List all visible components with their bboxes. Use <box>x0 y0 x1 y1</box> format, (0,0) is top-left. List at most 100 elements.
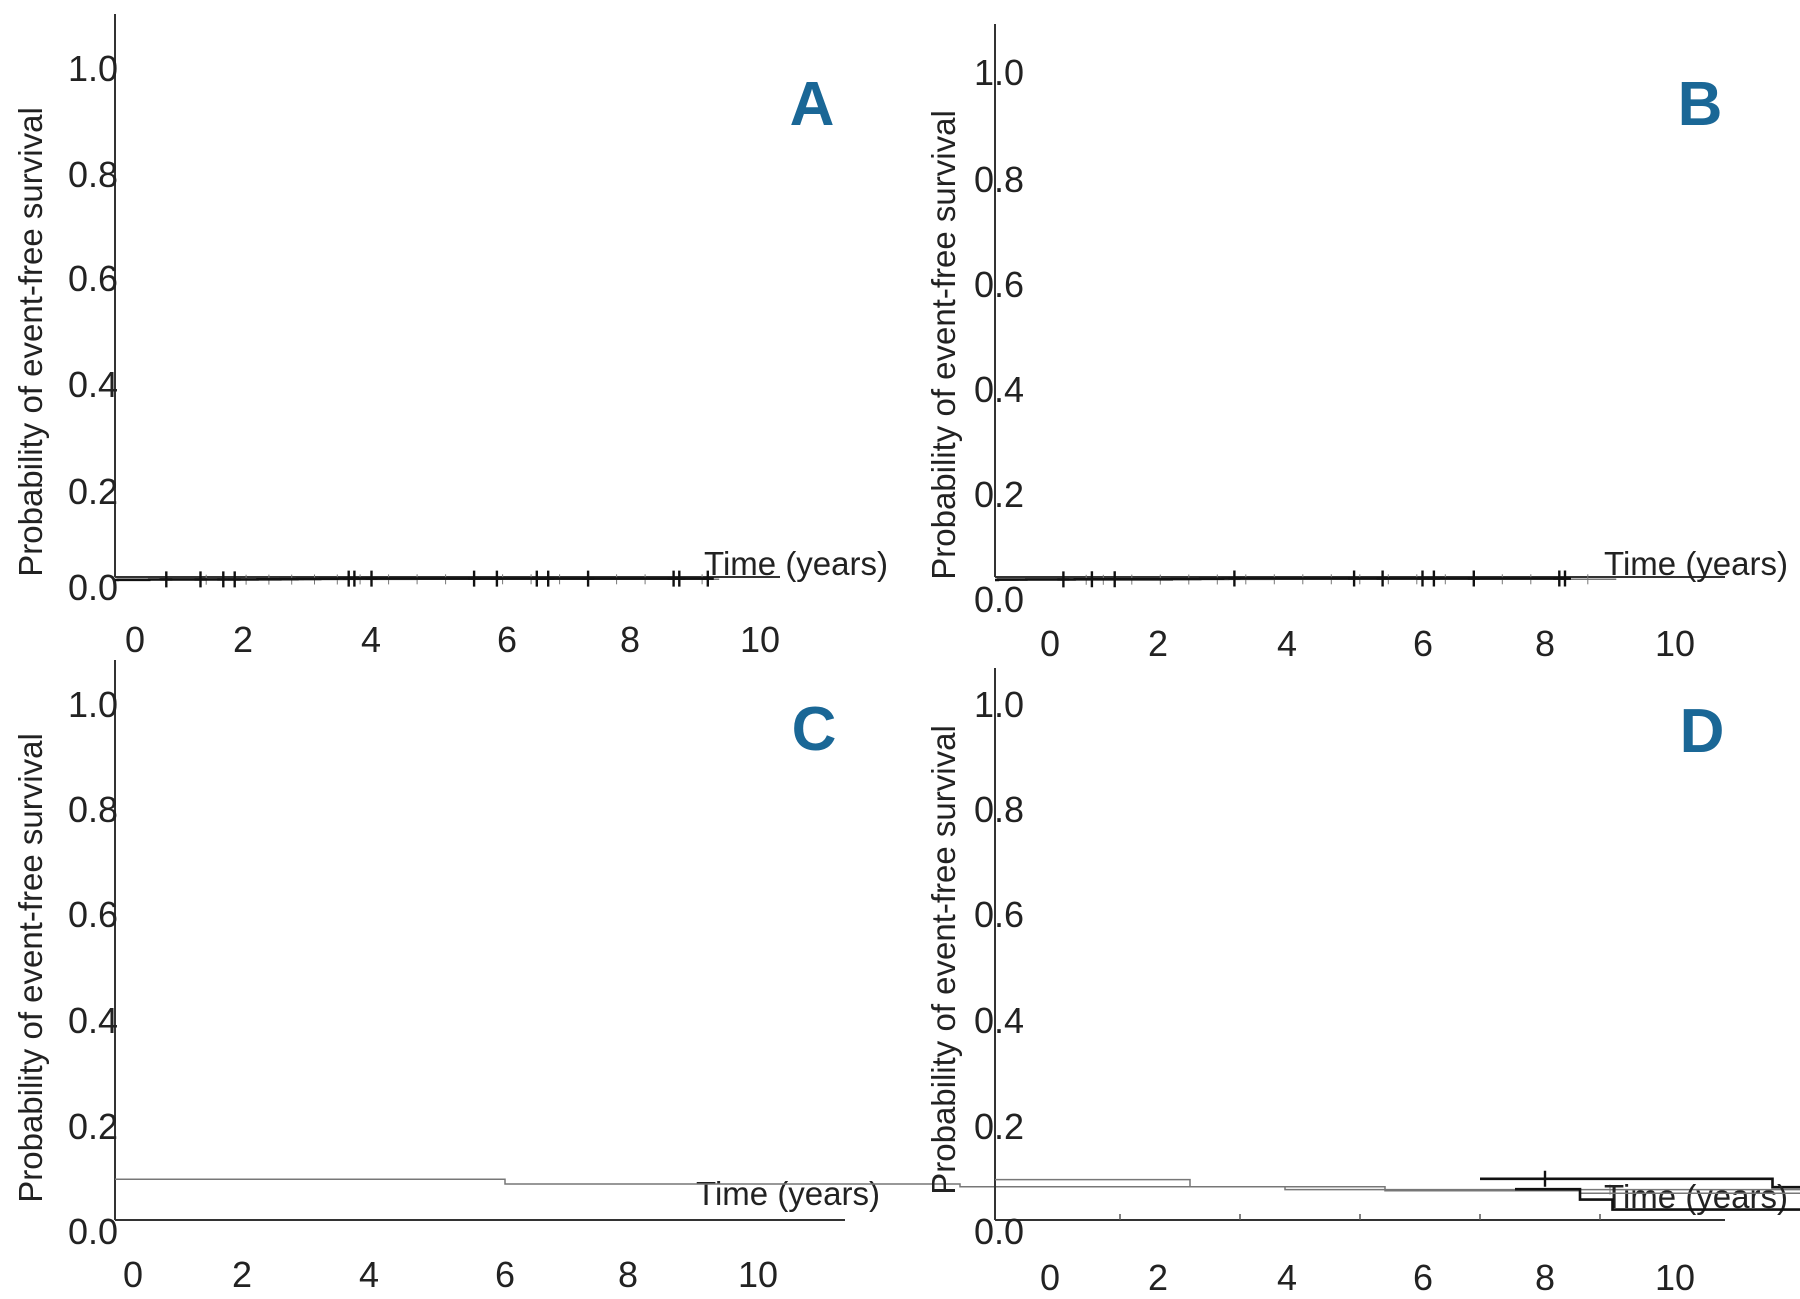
panel-d-x-tick-label: 8 <box>1535 1257 1555 1298</box>
panel-d-y-axis-title: Probability of event-free survival <box>925 725 962 1195</box>
panel-b-x-ticks: 0 2 4 6 8 10 <box>1040 623 1695 664</box>
panel-d-reference-curve <box>995 1178 1800 1194</box>
panel-d-y-tick-label: 1.0 <box>974 684 1024 725</box>
panel-d-y-tick-label: 0.4 <box>974 1000 1024 1041</box>
panel-a-x-tick-label: 10 <box>740 619 780 660</box>
panel-a-censor-mark <box>228 571 241 588</box>
panel-a-censor-mark <box>160 571 173 588</box>
panel-a-censor-mark <box>701 570 714 587</box>
panel-a-y-axis-title: Probability of event-free survival <box>12 107 49 577</box>
panel-b-x-tick-label: 2 <box>1148 623 1168 664</box>
panel-b-y-tick-label: 1.0 <box>974 52 1024 93</box>
panel-d-minor-ticks <box>1119 1214 1601 1220</box>
panel-b-x-tick-label: 6 <box>1413 623 1433 664</box>
panel-c-x-axis-title: Time (years) <box>696 1175 880 1212</box>
panel-b-y-tick-label: 0.4 <box>974 369 1024 410</box>
panel-a-censor-mark <box>673 570 686 587</box>
panel-b-curves <box>995 570 1617 588</box>
panel-b-censor-mark <box>1108 571 1121 588</box>
panel-a-censor-mark <box>490 570 503 587</box>
panel-d-curves <box>995 1178 1800 1211</box>
panel-a-censor-mark <box>365 570 378 587</box>
panel-a-y-tick-label: 0.4 <box>68 364 118 405</box>
panel-d-x-tick-label: 6 <box>1413 1257 1433 1298</box>
panel-d-x-tick-label: 0 <box>1040 1257 1060 1298</box>
panel-d-y-ticks: 0.0 0.2 0.4 0.6 0.8 1.0 <box>974 684 1024 1252</box>
panel-a-x-ticks: 0 2 4 6 8 10 <box>125 619 780 660</box>
panel-b-x-tick-label: 8 <box>1535 623 1555 664</box>
panel-a-y-tick-label: 0.6 <box>68 258 118 299</box>
panel-a-y-ticks: 0.0 0.2 0.4 0.6 0.8 1.0 <box>68 48 118 608</box>
panel-b-y-tick-label: 0.8 <box>974 159 1024 200</box>
panel-c-label: C <box>792 695 837 764</box>
panel-d-y-tick-label: 0.2 <box>974 1106 1024 1147</box>
panel-b-y-tick-label: 0.2 <box>974 474 1024 515</box>
panel-a-censor-mark <box>468 570 481 587</box>
panel-c-y-tick-label: 0.0 <box>68 1211 118 1252</box>
panel-a-x-tick-label: 2 <box>233 619 253 660</box>
panel-b-x-axis-title: Time (years) <box>1604 545 1788 582</box>
panel-c-y-tick-label: 0.6 <box>68 894 118 935</box>
panel-c-x-tick-label: 10 <box>738 1254 778 1295</box>
panel-c-y-axis-title: Probability of event-free survival <box>12 733 49 1203</box>
panel-b-censor-mark <box>1228 570 1241 587</box>
panel-d-x-ticks: 0 2 4 6 8 10 <box>1040 1257 1695 1298</box>
panel-a-censor-mark <box>542 570 555 587</box>
panel-b: Probability of event-free survival 0.0 0… <box>925 24 1788 664</box>
panel-b-censor-mark <box>1057 571 1070 588</box>
panel-a-censor-mark <box>582 570 595 587</box>
panel-a-x-axis-title: Time (years) <box>704 545 888 582</box>
panel-a-x-tick-label: 6 <box>497 619 517 660</box>
panel-c-x-tick-label: 4 <box>359 1254 379 1295</box>
panel-d-x-tick-label: 4 <box>1277 1257 1297 1298</box>
panel-b-y-ticks: 0.0 0.2 0.4 0.6 0.8 1.0 <box>974 52 1024 620</box>
panel-b-censor-mark <box>1416 570 1429 587</box>
panel-b-y-axis-title: Probability of event-free survival <box>925 110 962 580</box>
panel-c-x-tick-label: 6 <box>495 1254 515 1295</box>
panel-d-x-tick-label: 2 <box>1148 1257 1168 1298</box>
panel-c-y-ticks: 0.0 0.2 0.4 0.6 0.8 1.0 <box>68 684 118 1252</box>
panel-a-x-tick-label: 4 <box>361 619 381 660</box>
panel-a: Probability of event-free survival 0.0 0… <box>12 14 888 660</box>
panel-c-y-tick-label: 0.8 <box>68 789 118 830</box>
panel-b-censor-mark <box>1559 570 1571 587</box>
panel-c-censor-mark <box>1539 1170 1551 1187</box>
panel-a-y-tick-label: 1.0 <box>68 48 118 89</box>
panel-b-label: B <box>1678 70 1723 139</box>
panel-b-x-tick-label: 0 <box>1040 623 1060 664</box>
panel-a-label: A <box>790 70 835 139</box>
panel-a-y-tick-label: 0.2 <box>68 471 118 512</box>
panel-b-x-tick-label: 10 <box>1655 623 1695 664</box>
panel-c-x-tick-label: 0 <box>123 1254 143 1295</box>
panel-a-y-tick-label: 0.8 <box>68 154 118 195</box>
panel-a-curves <box>115 570 720 588</box>
panel-c-x-tick-label: 8 <box>618 1254 638 1295</box>
panel-a-censor-mark <box>530 570 543 587</box>
panel-d-y-tick-label: 0.8 <box>974 789 1024 830</box>
panel-a-censor-mark <box>194 571 207 588</box>
panel-b-y-tick-label: 0.0 <box>974 579 1024 620</box>
panel-a-x-tick-label: 8 <box>620 619 640 660</box>
panel-a-censor-mark <box>348 570 361 587</box>
panel-b-y-tick-label: 0.6 <box>974 264 1024 305</box>
panel-c-x-ticks: 0 2 4 6 8 10 <box>123 1254 778 1295</box>
panel-b-study-curve <box>995 577 1571 582</box>
panel-d-y-tick-label: 0.6 <box>974 894 1024 935</box>
panel-c-y-tick-label: 0.4 <box>68 1000 118 1041</box>
panel-a-x-tick-label: 0 <box>125 619 145 660</box>
panel-b-censor-mark <box>1376 570 1389 587</box>
panel-b-censor-mark <box>1427 570 1440 587</box>
panel-b-censor-mark <box>1348 570 1361 587</box>
panel-c-study-curve <box>1480 1177 1800 1189</box>
panel-a-y-tick-label: 0.0 <box>68 567 118 608</box>
panel-c-y-tick-label: 1.0 <box>68 684 118 725</box>
panel-c: Probability of event-free survival 0.0 0… <box>12 660 1800 1295</box>
panel-d-study-curve <box>1515 1187 1800 1211</box>
panel-b-censor-mark <box>1085 571 1098 588</box>
panel-c-y-tick-label: 0.2 <box>68 1106 118 1147</box>
panel-d: Probability of event-free survival 0.0 0… <box>925 668 1800 1298</box>
panel-c-x-tick-label: 2 <box>232 1254 252 1295</box>
panel-b-x-tick-label: 4 <box>1277 623 1297 664</box>
panel-d-x-tick-label: 10 <box>1655 1257 1695 1298</box>
